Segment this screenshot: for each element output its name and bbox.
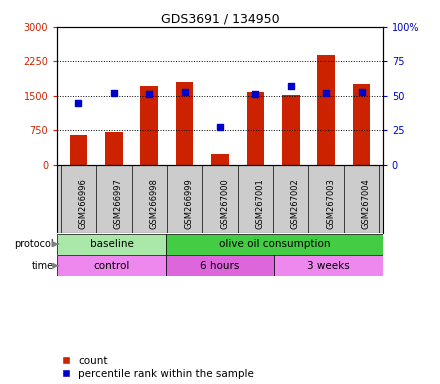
Text: protocol: protocol <box>15 239 54 249</box>
Bar <box>282 95 300 165</box>
Text: GSM267001: GSM267001 <box>255 179 264 229</box>
Bar <box>57 234 166 255</box>
Text: GSM266999: GSM266999 <box>185 179 194 229</box>
Text: 3 weeks: 3 weeks <box>307 261 350 271</box>
Text: GSM267004: GSM267004 <box>362 179 370 229</box>
Text: GSM266997: GSM266997 <box>114 179 123 229</box>
Point <box>146 91 153 98</box>
Bar <box>57 255 166 276</box>
Bar <box>274 255 383 276</box>
Text: time: time <box>32 261 54 271</box>
Bar <box>105 132 123 165</box>
Bar <box>317 55 335 165</box>
Point <box>181 89 188 95</box>
Title: GDS3691 / 134950: GDS3691 / 134950 <box>161 13 279 26</box>
Bar <box>246 92 264 165</box>
Bar <box>166 234 383 255</box>
Bar <box>353 84 370 165</box>
Point <box>216 124 224 131</box>
Bar <box>70 135 87 165</box>
Point <box>110 90 117 96</box>
Bar <box>140 86 158 165</box>
Text: control: control <box>93 261 130 271</box>
Point <box>323 90 330 96</box>
Bar <box>176 82 194 165</box>
Text: GSM266996: GSM266996 <box>78 179 88 229</box>
Point <box>358 89 365 95</box>
Point <box>252 91 259 98</box>
Text: GSM266998: GSM266998 <box>149 179 158 229</box>
Text: GSM267003: GSM267003 <box>326 179 335 229</box>
Text: GSM267002: GSM267002 <box>291 179 300 229</box>
Point <box>287 83 294 89</box>
Legend: count, percentile rank within the sample: count, percentile rank within the sample <box>62 356 254 379</box>
Bar <box>211 154 229 165</box>
Text: baseline: baseline <box>89 239 133 249</box>
Text: GSM267000: GSM267000 <box>220 179 229 229</box>
Text: olive oil consumption: olive oil consumption <box>219 239 330 249</box>
Point <box>75 99 82 106</box>
Text: 6 hours: 6 hours <box>200 261 240 271</box>
Bar <box>166 255 274 276</box>
